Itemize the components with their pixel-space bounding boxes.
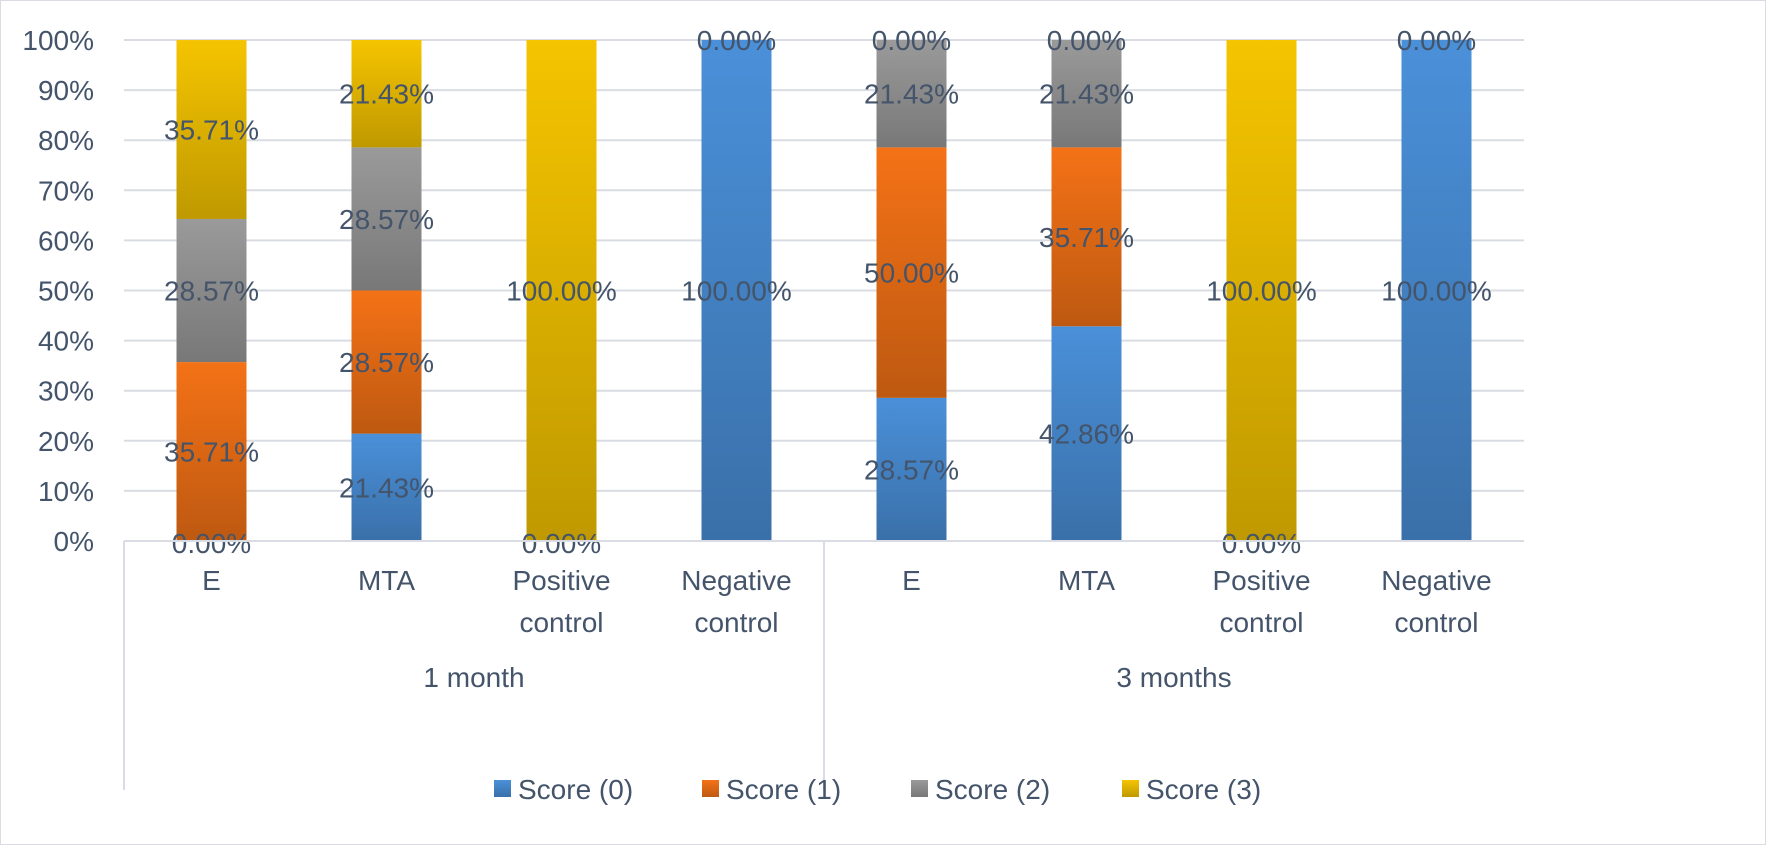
group-label: 3 months [1116, 662, 1231, 693]
data-label: 100.00% [1206, 276, 1317, 307]
legend-swatch [911, 780, 928, 797]
legend-label: Score (3) [1146, 774, 1261, 805]
x-tick-label: Positive [512, 565, 610, 596]
data-label: 35.71% [164, 115, 259, 146]
data-label: 21.43% [339, 472, 434, 503]
y-tick-label: 50% [38, 276, 94, 307]
legend-label: Score (2) [935, 774, 1050, 805]
x-tick-label: Negative [1381, 565, 1492, 596]
bar-segment-score-2 [351, 147, 422, 291]
data-label: 0.00% [697, 25, 776, 56]
x-tick-label: control [694, 607, 778, 638]
y-tick-label: 60% [38, 225, 94, 256]
y-tick-label: 90% [38, 75, 94, 106]
data-label: 50.00% [864, 258, 959, 289]
data-label: 28.57% [339, 204, 434, 235]
x-tick-label: MTA [1058, 565, 1115, 596]
data-label: 100.00% [1381, 276, 1492, 307]
data-label: 21.43% [864, 79, 959, 110]
x-tick-label: E [202, 565, 221, 596]
data-label: 0.00% [1047, 25, 1126, 56]
bar-segment-score-0 [876, 397, 947, 541]
bar-segment-score-3 [526, 40, 597, 541]
legend-swatch [494, 780, 511, 797]
bar-segment-score-0 [701, 40, 772, 541]
bar-segment-score-3 [1226, 40, 1297, 541]
y-tick-label: 0% [54, 526, 94, 557]
bar-segment-score-2 [176, 218, 247, 363]
data-label: 0.00% [522, 528, 601, 559]
bar-segment-score-0 [1401, 40, 1472, 541]
data-label: 28.57% [864, 454, 959, 485]
y-tick-label: 20% [38, 426, 94, 457]
x-tick-label: control [519, 607, 603, 638]
x-tick-label: E [902, 565, 921, 596]
group-label: 1 month [423, 662, 524, 693]
data-label: 100.00% [506, 276, 617, 307]
y-tick-label: 30% [38, 376, 94, 407]
data-labels: 0.00% 35.71% 28.57% 35.71% 21.43% 28.57% 28.57… [164, 25, 1492, 559]
bar-segment-score-3 [176, 40, 247, 219]
legend-swatch [1122, 780, 1139, 797]
x-tick-label: Negative [681, 565, 792, 596]
bar-segment-score-1 [1051, 147, 1122, 327]
legend-label: Score (0) [518, 774, 633, 805]
bar-segment-score-2 [876, 40, 947, 148]
data-label: 0.00% [1222, 528, 1301, 559]
bar-segment-score-2 [1051, 40, 1122, 148]
data-label: 21.43% [339, 79, 434, 110]
x-tick-label: control [1394, 607, 1478, 638]
bar-segment-score-0 [351, 433, 422, 541]
bars [176, 40, 1472, 541]
y-tick-label: 80% [38, 125, 94, 156]
y-tick-label: 100% [22, 25, 94, 56]
y-tick-label: 10% [38, 476, 94, 507]
data-label: 100.00% [681, 276, 792, 307]
data-label: 0.00% [872, 25, 951, 56]
x-tick-label: Positive [1212, 565, 1310, 596]
y-axis: 0% 10% 20% 30% 40% 50% 60% 70% 80% 90% 100% [22, 25, 94, 557]
data-label: 42.86% [1039, 419, 1134, 450]
data-label: 21.43% [1039, 79, 1134, 110]
legend-swatch [702, 780, 719, 797]
data-label: 0.00% [1397, 25, 1476, 56]
data-label: 35.71% [1039, 222, 1134, 253]
data-label: 0.00% [172, 528, 251, 559]
legend: Score (0) Score (1) Score (2) Score (3) [494, 774, 1261, 805]
data-label: 28.57% [339, 347, 434, 378]
data-label: 28.57% [164, 276, 259, 307]
bar-segment-score-0 [1051, 326, 1122, 541]
x-tick-label: control [1219, 607, 1303, 638]
bar-segment-score-1 [176, 362, 247, 541]
legend-label: Score (1) [726, 774, 841, 805]
bar-segment-score-3 [351, 40, 422, 148]
x-tick-label: MTA [358, 565, 415, 596]
y-tick-label: 40% [38, 326, 94, 357]
bar-segment-score-1 [351, 290, 422, 434]
x-axis: E MTA Positive control Negative control E MTA Po… [123, 540, 1524, 790]
bar-segment-score-1 [876, 147, 947, 398]
data-label: 35.71% [164, 437, 259, 468]
y-tick-label: 70% [38, 175, 94, 206]
